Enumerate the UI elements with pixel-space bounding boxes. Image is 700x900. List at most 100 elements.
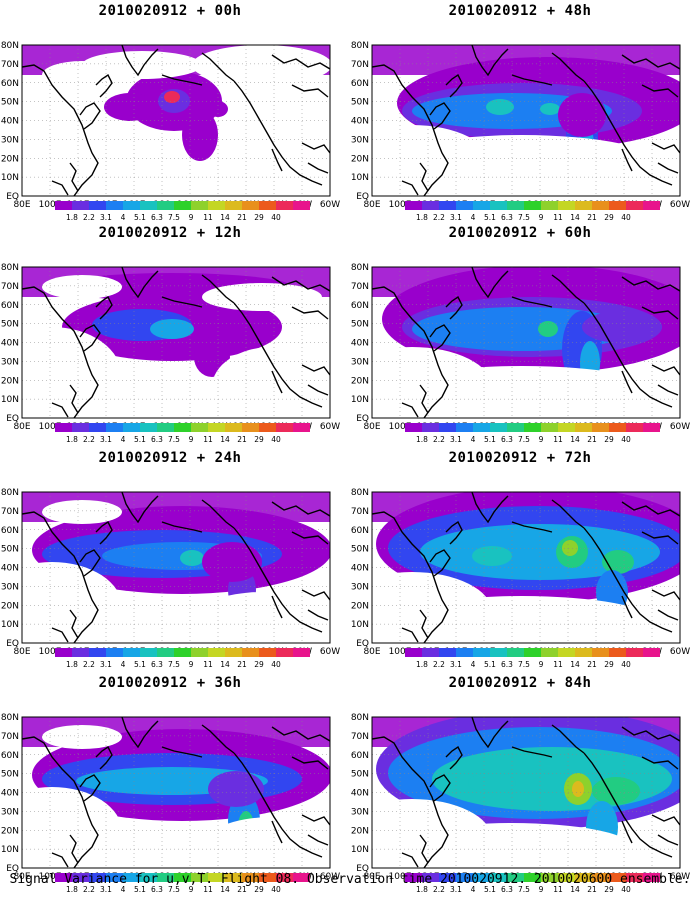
colorbar-level: 4 bbox=[471, 435, 476, 444]
latitude-label: 30N bbox=[1, 135, 19, 145]
colorbar-swatch bbox=[191, 201, 208, 210]
map-panel: 2010020912 + 12h 80N 70N 60N 50N 40N 30N 20N 10N… bbox=[0, 225, 340, 450]
colorbar-level: 2.2 bbox=[83, 435, 95, 444]
colorbar-swatch bbox=[473, 873, 490, 882]
latitude-label: 60N bbox=[351, 301, 369, 311]
colorbar-level: 9 bbox=[539, 213, 544, 222]
latitude-label: 10N bbox=[351, 173, 369, 183]
coastline bbox=[69, 162, 79, 192]
coastline bbox=[51, 627, 69, 643]
latitude-label: 20N bbox=[1, 826, 19, 836]
colorbar-swatch bbox=[643, 423, 660, 432]
latitude-label: 50N bbox=[351, 320, 369, 330]
latitude-label: EQ bbox=[356, 414, 369, 424]
colorbar-level: 6.3 bbox=[501, 435, 513, 444]
colorbar-swatch bbox=[541, 873, 558, 882]
coastline bbox=[301, 589, 330, 601]
coastline bbox=[271, 148, 283, 172]
latitude-label: 70N bbox=[1, 732, 19, 742]
coastline bbox=[161, 296, 203, 308]
colorbar-swatch bbox=[293, 873, 310, 882]
colorbar-level: 4 bbox=[121, 213, 126, 222]
longitude-label: 100E bbox=[389, 647, 412, 657]
coastline bbox=[621, 54, 680, 70]
colorbar-swatch bbox=[609, 873, 626, 882]
variance-contour bbox=[468, 773, 516, 793]
coastline bbox=[79, 324, 101, 352]
variance-contour bbox=[592, 777, 640, 805]
latitude-label: 40N bbox=[1, 117, 19, 127]
latitude-label: 70N bbox=[351, 60, 369, 70]
colorbar-swatch bbox=[225, 648, 242, 657]
coastline bbox=[95, 73, 113, 98]
colorbar-level: 29 bbox=[254, 660, 264, 669]
panel-title: 2010020912 + 36h bbox=[98, 675, 242, 691]
colorbar-level: 5.1 bbox=[484, 213, 496, 222]
variance-contour bbox=[558, 93, 606, 137]
colorbar-swatch bbox=[626, 201, 643, 210]
latitude-label: 20N bbox=[1, 376, 19, 386]
coastline bbox=[511, 521, 553, 533]
coastline bbox=[445, 73, 463, 98]
latitude-label: 10N bbox=[1, 173, 19, 183]
coastline bbox=[471, 717, 509, 749]
latitude-label: 80N bbox=[1, 263, 19, 273]
variance-contour bbox=[208, 771, 264, 807]
colorbar-level: 7.5 bbox=[518, 213, 530, 222]
colorbar-level: 1.8 bbox=[416, 435, 428, 444]
colorbar-swatch bbox=[123, 201, 140, 210]
coastline bbox=[271, 276, 330, 292]
variance-contour bbox=[472, 546, 512, 566]
colorbar-swatch bbox=[106, 201, 123, 210]
colorbar-level: 4 bbox=[471, 660, 476, 669]
colorbar-level: 9 bbox=[539, 660, 544, 669]
colorbar-swatch bbox=[191, 648, 208, 657]
colorbar-swatch bbox=[293, 648, 310, 657]
colorbar-swatch bbox=[507, 648, 524, 657]
coastline bbox=[22, 286, 99, 418]
colorbar-level: 11 bbox=[203, 885, 213, 894]
colorbar: 1.8 2.2 3.1 4 5.1 6.3 7.5 9 11 14 21 29 40 bbox=[405, 648, 660, 669]
colorbar-level: 21 bbox=[237, 213, 247, 222]
colorbar-swatch bbox=[473, 423, 490, 432]
coastline bbox=[641, 306, 679, 320]
coastline bbox=[621, 820, 633, 844]
colorbar-swatch bbox=[72, 873, 89, 882]
colorbar-swatch bbox=[592, 423, 609, 432]
colorbar-swatch bbox=[405, 873, 422, 882]
colorbar-level: 9 bbox=[189, 435, 194, 444]
latitude-label: 40N bbox=[351, 564, 369, 574]
colorbar-level: 11 bbox=[553, 885, 563, 894]
panel-title: 2010020912 + 84h bbox=[448, 675, 592, 691]
coastline bbox=[95, 745, 113, 770]
coastline bbox=[201, 52, 235, 82]
longitude-label: 80E bbox=[13, 872, 30, 882]
colorbar-swatch bbox=[558, 423, 575, 432]
longitude-label: 60W bbox=[670, 647, 690, 657]
latitude-label: 40N bbox=[351, 117, 369, 127]
colorbar-level: 7.5 bbox=[168, 213, 180, 222]
longitude-label: 60W bbox=[670, 200, 690, 210]
colorbar-swatch bbox=[558, 873, 575, 882]
colorbar-swatch bbox=[174, 873, 191, 882]
colorbar-swatch bbox=[541, 423, 558, 432]
colorbar-swatch bbox=[575, 648, 592, 657]
latitude-label: 60N bbox=[351, 751, 369, 761]
coastline bbox=[121, 267, 159, 299]
coastline bbox=[22, 64, 99, 196]
colorbar-swatch bbox=[507, 201, 524, 210]
coastline bbox=[51, 852, 69, 868]
coastline bbox=[22, 736, 99, 868]
variance-contour bbox=[164, 91, 180, 103]
coastline bbox=[69, 834, 79, 864]
colorbar-swatch bbox=[609, 201, 626, 210]
colorbar-level: 5.1 bbox=[484, 435, 496, 444]
latitude-label: 80N bbox=[351, 713, 369, 723]
colorbar-level: 21 bbox=[587, 435, 597, 444]
colorbar-level: 29 bbox=[254, 435, 264, 444]
coastline bbox=[121, 492, 159, 524]
colorbar: 1.8 2.2 3.1 4 5.1 6.3 7.5 9 11 14 21 29 40 bbox=[405, 873, 660, 894]
colorbar-level: 40 bbox=[621, 213, 631, 222]
coastline bbox=[307, 162, 329, 174]
colorbar-level: 40 bbox=[621, 435, 631, 444]
